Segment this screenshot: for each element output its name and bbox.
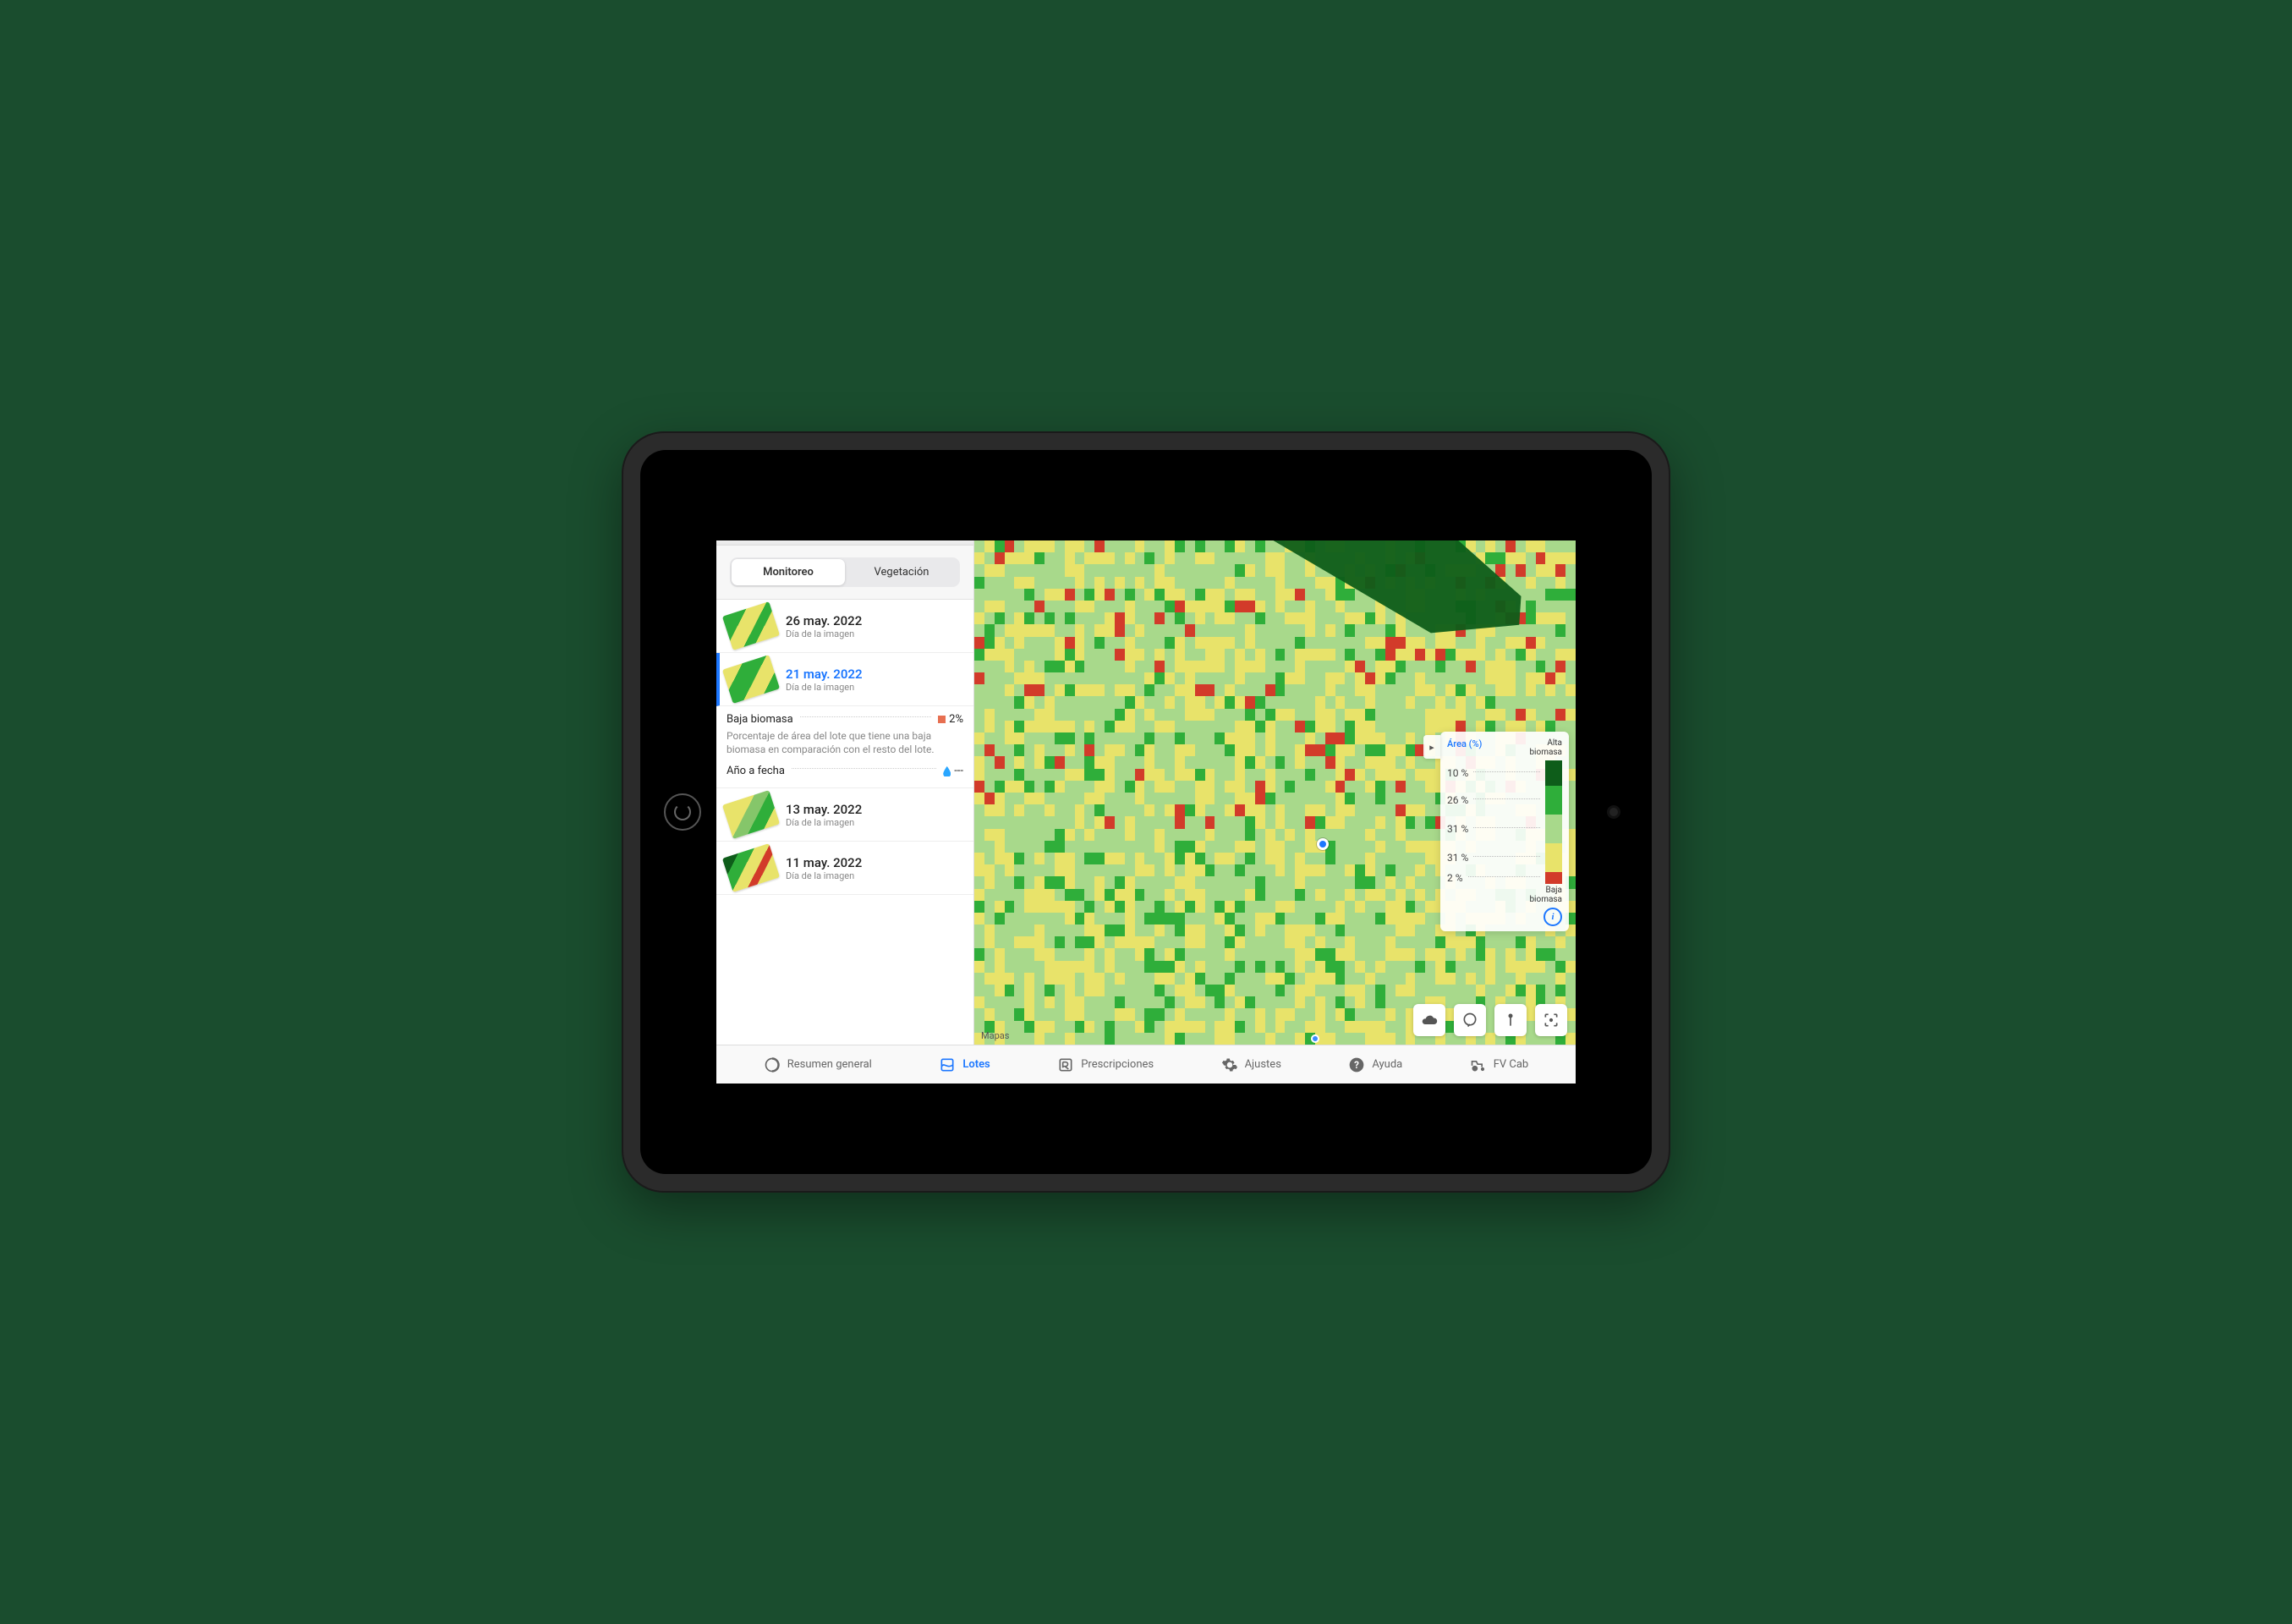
date-item-date: 13 may. 2022: [786, 802, 862, 817]
settings-icon: [1221, 1056, 1238, 1073]
legend-bucket-label: 31 %: [1447, 815, 1540, 843]
home-button[interactable]: [664, 793, 701, 831]
cloud-icon[interactable]: [1413, 1004, 1445, 1036]
user-location-dot: [1317, 838, 1329, 850]
app-content: MonitoreoVegetación 26 may. 2022Día de l…: [716, 540, 1576, 1045]
date-item-date: 26 may. 2022: [786, 613, 862, 628]
drop-icon: [943, 766, 951, 776]
legend-bucket-swatch: [1545, 786, 1562, 815]
nav-prescriptions[interactable]: Prescripciones: [1050, 1053, 1160, 1077]
date-item-subtitle: Día de la imagen: [786, 628, 862, 639]
legend-bucket-swatch: [1545, 815, 1562, 843]
date-thumb: [722, 790, 780, 839]
legend-bucket-swatch: [1545, 843, 1562, 872]
nav-settings[interactable]: Ajustes: [1215, 1053, 1288, 1077]
lots-icon: [939, 1056, 956, 1073]
camera-dot: [1609, 808, 1618, 816]
legend-low-label: Bajabiomasa: [1447, 886, 1562, 904]
nav-label: Resumen general: [787, 1058, 872, 1071]
biomass-legend: ▸ Área (%) Altabiomasa 10 %26 %31 %31 %2…: [1440, 732, 1569, 931]
map-controls: [1413, 1004, 1567, 1036]
selected-date-detail: Baja biomasa 2% Porcentaje de área del lot…: [716, 706, 973, 788]
date-list[interactable]: 26 may. 2022Día de la imagen21 may. 2022…: [716, 600, 973, 1045]
nav-label: Prescripciones: [1081, 1058, 1154, 1071]
ytd-label: Año a fecha: [727, 765, 785, 777]
segmented-option-vegetación[interactable]: Vegetación: [845, 559, 958, 585]
date-item[interactable]: 13 may. 2022Día de la imagen: [716, 788, 973, 842]
nav-help[interactable]: ? Ayuda: [1341, 1053, 1409, 1077]
date-thumb: [722, 843, 780, 892]
date-item-subtitle: Día de la imagen: [786, 817, 862, 828]
legend-bucket-swatch: [1545, 872, 1562, 884]
ytd-value: ---: [954, 765, 963, 777]
overview-icon: [764, 1056, 781, 1073]
legend-bucket-label: 26 %: [1447, 786, 1540, 815]
date-item-subtitle: Día de la imagen: [786, 870, 862, 881]
nav-label: Lotes: [962, 1058, 990, 1071]
date-item[interactable]: 11 may. 2022Día de la imagen: [716, 842, 973, 895]
map-attribution: Mapas: [981, 1030, 1009, 1041]
help-icon: ?: [1348, 1056, 1365, 1073]
biomass-description: Porcentaje de área del lote que tiene un…: [727, 729, 963, 756]
biomass-label: Baja biomasa: [727, 713, 793, 726]
nav-overview[interactable]: Resumen general: [757, 1053, 879, 1077]
legend-high-label: Altabiomasa: [1529, 738, 1562, 757]
segmented-control[interactable]: MonitoreoVegetación: [730, 557, 960, 587]
chat-icon[interactable]: [1454, 1004, 1486, 1036]
ipad-bezel: MonitoreoVegetación 26 may. 2022Día de l…: [640, 450, 1652, 1174]
ipad-frame: MonitoreoVegetación 26 may. 2022Día de l…: [622, 431, 1670, 1193]
prescriptions-icon: [1057, 1056, 1074, 1073]
legend-bucket-label: 31 %: [1447, 843, 1540, 872]
date-item-date: 21 may. 2022: [786, 667, 863, 682]
app-screen: MonitoreoVegetación 26 may. 2022Día de l…: [716, 540, 1576, 1084]
map-view[interactable]: Mapas ▸ Área (%) Altabiomasa 10 %26 %31 …: [974, 540, 1576, 1045]
date-item[interactable]: 21 may. 2022Día de la imagen: [716, 653, 973, 706]
pin-icon[interactable]: [1494, 1004, 1527, 1036]
nav-lots[interactable]: Lotes: [932, 1053, 996, 1077]
legend-collapse-button[interactable]: ▸: [1423, 735, 1440, 759]
nav-label: Ajustes: [1245, 1058, 1281, 1071]
biomass-marker: [938, 716, 946, 723]
legend-bucket-label: 10 %: [1447, 760, 1540, 786]
svg-text:?: ?: [1354, 1059, 1359, 1071]
locate-icon[interactable]: [1535, 1004, 1567, 1036]
date-thumb: [722, 655, 780, 704]
date-item[interactable]: 26 may. 2022Día de la imagen: [716, 600, 973, 653]
date-thumb: [722, 601, 780, 650]
date-item-date: 11 may. 2022: [786, 855, 862, 870]
nav-label: Ayuda: [1372, 1058, 1402, 1071]
sidebar: MonitoreoVegetación 26 may. 2022Día de l…: [716, 540, 974, 1045]
segmented-option-monitoreo[interactable]: Monitoreo: [732, 559, 845, 585]
tractor-icon: [1470, 1056, 1487, 1073]
biomass-value: 2%: [949, 713, 963, 726]
date-item-subtitle: Día de la imagen: [786, 682, 863, 693]
legend-title: Área (%): [1447, 738, 1482, 749]
nav-label: FV Cab: [1494, 1058, 1529, 1071]
nav-fvcab[interactable]: FV Cab: [1463, 1053, 1536, 1077]
legend-bucket-swatch: [1545, 760, 1562, 786]
bottom-nav: Resumen general Lotes Prescripciones Ajuste…: [716, 1045, 1576, 1084]
legend-bucket-label: 2 %: [1447, 872, 1540, 884]
legend-info-button[interactable]: i: [1544, 908, 1562, 926]
